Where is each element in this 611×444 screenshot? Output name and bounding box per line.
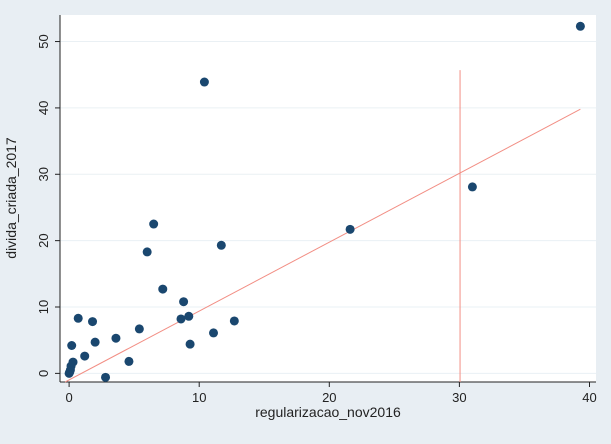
- data-point: [80, 351, 90, 361]
- data-point: [209, 328, 219, 338]
- data-point: [229, 316, 239, 326]
- data-point: [88, 317, 98, 327]
- x-tick-label: 0: [65, 390, 72, 405]
- data-point: [199, 77, 209, 87]
- y-tick-label: 0: [36, 370, 51, 377]
- data-point: [68, 357, 78, 367]
- data-points: [64, 21, 585, 382]
- y-tick-label: 40: [36, 101, 51, 115]
- y-tick-label: 30: [36, 167, 51, 181]
- data-point: [111, 333, 121, 343]
- y-tick-label: 20: [36, 233, 51, 247]
- data-point: [179, 297, 189, 307]
- gridlines: [60, 41, 596, 374]
- data-point: [67, 340, 77, 350]
- data-point: [216, 240, 226, 250]
- plot-area: [60, 15, 596, 382]
- y-axis-title: divida_criada_2017: [3, 137, 19, 259]
- x-tick-label: 10: [192, 390, 206, 405]
- data-point: [184, 311, 194, 321]
- data-point: [73, 313, 83, 323]
- data-point: [176, 314, 186, 324]
- x-axis-ticks: 0 10 20 30 40: [65, 382, 597, 405]
- data-point: [124, 356, 134, 366]
- y-tick-label: 10: [36, 300, 51, 314]
- data-point: [467, 182, 477, 192]
- y-axis-ticks: 0 10 20 30 40 50: [36, 34, 60, 377]
- fit-line: [64, 108, 581, 383]
- data-point: [185, 339, 195, 349]
- data-point: [90, 337, 100, 347]
- y-tick-label: 50: [36, 34, 51, 48]
- data-point: [149, 219, 159, 229]
- data-point: [101, 372, 111, 382]
- x-tick-label: 40: [582, 390, 596, 405]
- data-point: [158, 284, 168, 294]
- x-tick-label: 20: [322, 390, 336, 405]
- x-tick-label: 30: [452, 390, 466, 405]
- data-point: [345, 224, 355, 234]
- data-point: [142, 247, 152, 257]
- x-axis-title: regularizacao_nov2016: [255, 404, 401, 420]
- data-point: [134, 324, 144, 334]
- data-point: [575, 21, 585, 31]
